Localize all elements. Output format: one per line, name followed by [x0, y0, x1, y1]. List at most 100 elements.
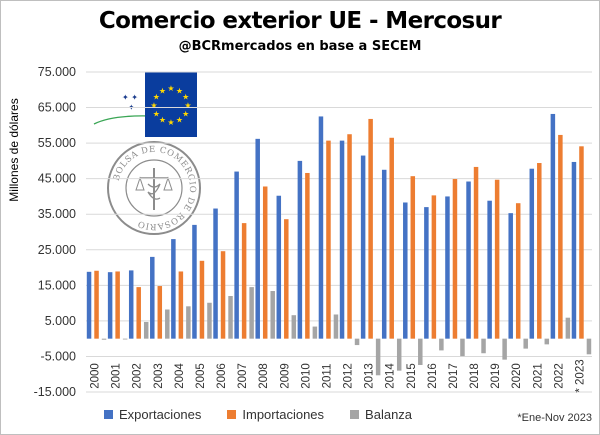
x-tick-label: 2016 [427, 363, 439, 389]
bcr-seal-icon: BOLSA DE COMERCIO DE ROSARIO [107, 141, 201, 235]
flag-star: ★ [176, 86, 183, 95]
bar-balanza [207, 302, 212, 339]
chart-subtitle: @BCRmercados en base a SECEM [178, 39, 422, 54]
y-tick-label: 25.000 [38, 243, 76, 257]
legend-swatch-balanza [350, 409, 360, 419]
x-tick-label: 2013 [364, 363, 376, 389]
bar-importaciones [431, 195, 437, 339]
bar-exportaciones [297, 160, 303, 339]
y-tick-label: -5.000 [41, 349, 76, 363]
x-tick-label: 2018 [469, 363, 481, 389]
chart-title: Comercio exterior UE - Mercosur [98, 8, 502, 34]
x-tick-label: 2017 [448, 363, 460, 389]
y-tick-label: 35.000 [38, 207, 76, 221]
bar-exportaciones [171, 239, 176, 339]
y-tick-label: 5.000 [45, 314, 76, 328]
bar-importaciones [178, 271, 184, 339]
bar-balanza [502, 338, 507, 360]
bar-balanza [291, 315, 297, 339]
x-tick-label: 2022 [553, 363, 565, 389]
bar-exportaciones [234, 171, 239, 339]
bar-balanza [418, 338, 423, 365]
bar-importaciones [157, 286, 163, 339]
flag-star: ★ [184, 101, 191, 110]
bar-balanza [122, 338, 128, 340]
x-tick-label: 2004 [174, 363, 186, 389]
bar-exportaciones [86, 271, 92, 339]
flag-star: ★ [182, 110, 189, 119]
bar-importaciones [537, 163, 542, 339]
bar-exportaciones [424, 207, 429, 339]
bar-balanza [249, 287, 254, 339]
bar-exportaciones [255, 138, 260, 339]
bar-exportaciones [487, 200, 492, 339]
bar-exportaciones [339, 140, 345, 339]
legend-item-importaciones: Importaciones [227, 407, 324, 422]
bar-balanza [333, 314, 339, 339]
bar-balanza [101, 338, 107, 340]
flag-star: ★ [150, 101, 157, 110]
flag-star: ★ [167, 84, 174, 93]
x-tick-label: 2008 [258, 363, 270, 389]
bar-balanza [165, 309, 170, 339]
x-tick-label: * 2023 [574, 359, 586, 392]
x-tick-label: 2002 [132, 363, 144, 389]
bar-importaciones [579, 146, 584, 339]
bar-exportaciones [466, 181, 471, 339]
bar-exportaciones [508, 213, 513, 339]
bar-balanza [143, 321, 149, 339]
x-tick-label: 2007 [237, 363, 249, 389]
eu-flag-icon: ★ ★ ★ ★ ★ ★ ★ ★ ★ ★ ★ ★ [145, 72, 197, 137]
legend-label-balanza: Balanza [365, 406, 413, 422]
x-tick-label: 2020 [511, 363, 523, 389]
bar-balanza [228, 296, 233, 339]
bar-importaciones [136, 287, 141, 339]
bar-exportaciones [128, 270, 134, 339]
flag-star: ★ [182, 93, 189, 102]
flag-star: ★ [159, 86, 166, 95]
bar-exportaciones [445, 196, 450, 339]
bar-importaciones [199, 260, 205, 339]
bar-importaciones [473, 166, 479, 339]
bar-importaciones [241, 223, 247, 339]
bar-importaciones [262, 186, 268, 339]
bar-balanza [375, 338, 381, 376]
bar-exportaciones [571, 161, 577, 339]
bar-exportaciones [150, 256, 155, 339]
x-tick-label: 2005 [195, 363, 207, 389]
labels: 75.000 65.000 55.000 45.000 35.000 25.000 15.0… [34, 65, 587, 399]
bar-importaciones [284, 219, 289, 339]
bar-importaciones [494, 179, 500, 339]
svg-text:✦ ✦: ✦ ✦ [122, 93, 138, 102]
bar-importaciones [305, 172, 310, 339]
x-tick-label: 2010 [300, 363, 312, 389]
bar-balanza [312, 326, 318, 339]
x-tick-label: 2006 [216, 363, 228, 389]
bars [86, 113, 592, 376]
bar-exportaciones [192, 224, 197, 339]
bar-exportaciones [403, 202, 408, 339]
bar-balanza [354, 338, 360, 346]
flag-star: ★ [153, 110, 160, 119]
bar-importaciones [452, 179, 458, 339]
x-tick-label: 2001 [111, 363, 123, 389]
x-tick-label: 2011 [321, 364, 333, 389]
bar-balanza [544, 338, 550, 345]
y-tick-label: 15.000 [38, 278, 76, 292]
bar-balanza [481, 338, 486, 354]
y-tick-label: 45.000 [38, 172, 76, 186]
bar-importaciones [389, 137, 394, 339]
bar-exportaciones [360, 155, 366, 339]
footnote: *Ene-Nov 2023 [517, 412, 592, 424]
bar-balanza [586, 338, 592, 355]
grid [86, 71, 592, 393]
x-tick-label: 2012 [343, 363, 355, 389]
flag-star: ★ [159, 116, 166, 125]
bar-balanza [460, 338, 465, 357]
bar-exportaciones [107, 272, 113, 339]
y-tick-label: 55.000 [38, 136, 76, 150]
flag-star: ★ [167, 118, 174, 127]
x-tick-label: 2000 [90, 363, 102, 389]
bar-balanza [270, 291, 275, 339]
